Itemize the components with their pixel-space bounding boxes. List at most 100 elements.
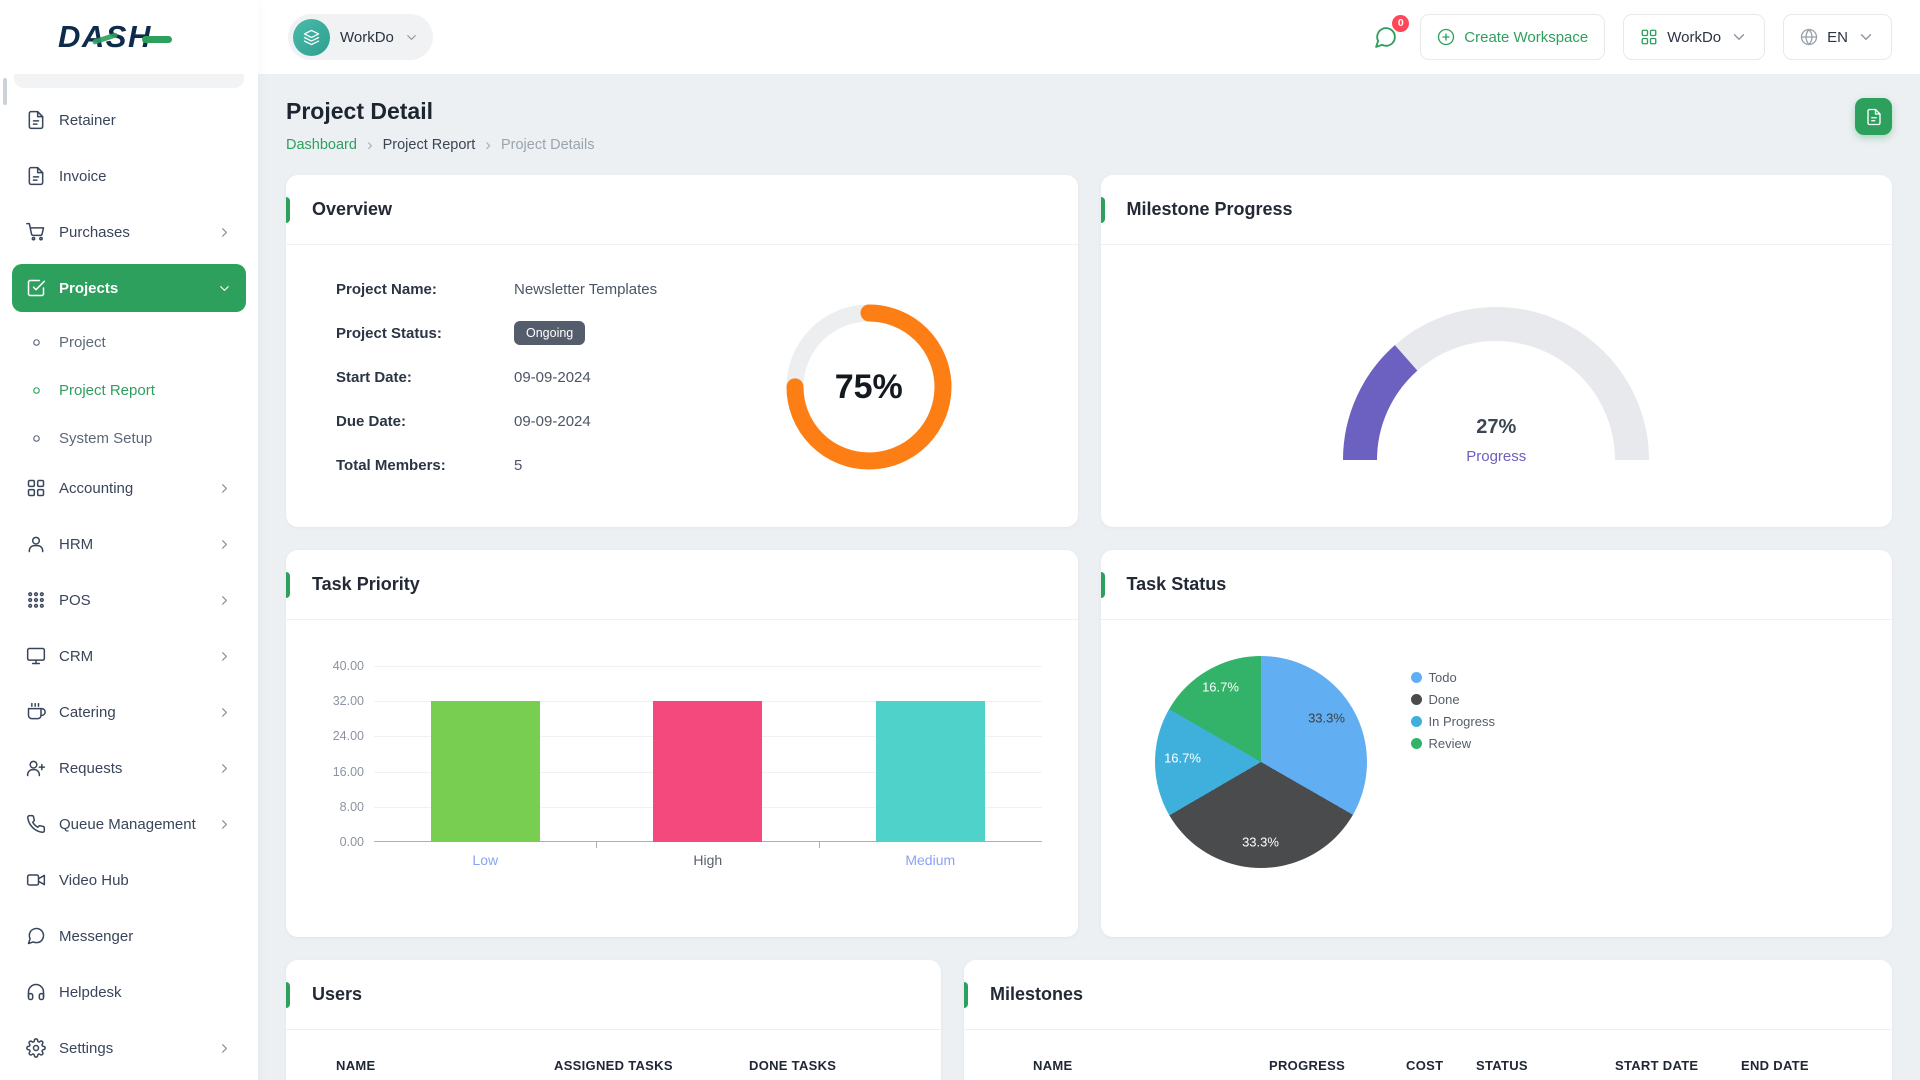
card-task-priority: Task Priority 40.00 32.00 24.00 16.00 8.… bbox=[286, 550, 1078, 937]
milestones-table: NAME PROGRESS COST STATUS START DATE END… bbox=[964, 1030, 1892, 1080]
card-users-header: Users bbox=[286, 960, 941, 1030]
sidebar-item-accounting[interactable]: Accounting bbox=[12, 464, 246, 512]
card-task-status: Task Status 33.3% 33.3% 16.7% 16.7% Todo… bbox=[1100, 550, 1892, 937]
column-header-status: STATUS bbox=[1476, 1058, 1528, 1073]
export-report-button[interactable] bbox=[1855, 98, 1892, 135]
sidebar-item-requests[interactable]: Requests bbox=[12, 744, 246, 792]
language-selector[interactable]: EN bbox=[1783, 14, 1892, 60]
sidebar-item-purchases[interactable]: Purchases bbox=[12, 208, 246, 256]
breadcrumb-separator: › bbox=[366, 135, 373, 154]
priority-bar bbox=[875, 701, 985, 842]
hrm-icon bbox=[26, 534, 46, 554]
sidebar-item-invoice[interactable]: Invoice bbox=[12, 152, 246, 200]
sidebar-item-projects[interactable]: Projects bbox=[12, 264, 246, 312]
sidebar-item-queue-management[interactable]: Queue Management bbox=[12, 800, 246, 848]
column-header-progress: PROGRESS bbox=[1269, 1058, 1346, 1073]
legend-dot bbox=[1410, 716, 1422, 727]
cards-row-2: Task Priority 40.00 32.00 24.00 16.00 8.… bbox=[286, 550, 1892, 937]
sidebar-item-label: Settings bbox=[59, 1039, 114, 1057]
page-head: Project Detail Dashboard › Project Repor… bbox=[286, 98, 1892, 153]
sidebar-item-hrm[interactable]: HRM bbox=[12, 520, 246, 568]
card-milestones: Milestones NAME PROGRESS COST STATUS STA… bbox=[964, 960, 1892, 1080]
chevron-down-icon bbox=[404, 30, 419, 45]
chevron-down-icon bbox=[1857, 28, 1875, 46]
messages-button[interactable]: 0 bbox=[1369, 14, 1410, 54]
field-label: Project Status: bbox=[336, 324, 442, 342]
sidebar-item-video-hub[interactable]: Video Hub bbox=[12, 856, 246, 904]
breadcrumb: Dashboard › Project Report › Project Det… bbox=[286, 136, 594, 153]
chevron-right-icon bbox=[217, 593, 232, 608]
sidebar-item-label: System Setup bbox=[59, 429, 153, 447]
field-project-name: Project Name: Newsletter Templates bbox=[336, 277, 686, 301]
card-milestone-progress: Milestone Progress 27% Progress bbox=[1100, 175, 1892, 527]
sidebar-subitem-project-report[interactable]: Project Report bbox=[12, 368, 246, 412]
sidebar-subitem-project[interactable]: Project bbox=[12, 320, 246, 364]
priority-bar bbox=[430, 701, 540, 842]
column-header-name: NAME bbox=[336, 1058, 376, 1073]
sidebar-item-label: Invoice bbox=[59, 167, 107, 185]
field-label: Start Date: bbox=[336, 368, 412, 386]
breadcrumb-project-report-link[interactable]: Project Report bbox=[382, 136, 476, 153]
pie-slice-label: 16.7% bbox=[1164, 750, 1201, 766]
requests-icon bbox=[26, 758, 46, 778]
legend-dot bbox=[1410, 694, 1422, 705]
breadcrumb-dashboard-link[interactable]: Dashboard bbox=[286, 136, 357, 153]
sidebar-item-retainer[interactable]: Retainer bbox=[12, 96, 246, 144]
plus-circle-icon bbox=[1437, 28, 1455, 46]
sidebar-nav: Retainer Invoice Purchases Projects Proj… bbox=[0, 74, 258, 1072]
messages-badge: 0 bbox=[1392, 14, 1410, 32]
sidebar-item-settings[interactable]: Settings bbox=[12, 1024, 246, 1072]
sidebar-item-catering[interactable]: Catering bbox=[12, 688, 246, 736]
chevron-right-icon bbox=[217, 1041, 232, 1056]
overview-progress-value: 75% bbox=[834, 367, 903, 406]
sidebar-item-messenger[interactable]: Messenger bbox=[12, 912, 246, 960]
pie-slice-label: 16.7% bbox=[1202, 679, 1239, 695]
page-content: Project Detail Dashboard › Project Repor… bbox=[258, 74, 1920, 1080]
breadcrumb-current: Project Details bbox=[500, 136, 595, 153]
sidebar-item-crm[interactable]: CRM bbox=[12, 632, 246, 680]
sidebar-item-label: POS bbox=[59, 591, 91, 609]
field-label: Due Date: bbox=[336, 412, 407, 430]
field-due-date: Due Date: 09-09-2024 bbox=[336, 409, 686, 433]
chevron-right-icon bbox=[217, 817, 232, 832]
pie-slice-label: 33.3% bbox=[1242, 834, 1279, 850]
card-task-priority-header: Task Priority bbox=[286, 550, 1078, 620]
workspace-avatar bbox=[293, 18, 330, 56]
pie-legend: Todo Done In Progress Review bbox=[1410, 670, 1495, 868]
cards-row-1: Overview Project Name: Newsletter Templa… bbox=[286, 175, 1892, 527]
users-table-header-row: NAME ASSIGNED TASKS DONE TASKS bbox=[286, 1030, 941, 1080]
sidebar-item-label: Projects bbox=[59, 279, 119, 297]
sidebar: DASH Retainer Invoice Purchases bbox=[0, 0, 258, 1080]
sidebar-item-pos[interactable]: POS bbox=[12, 576, 246, 624]
column-header-start-date: START DATE bbox=[1615, 1058, 1699, 1073]
app-logo[interactable]: DASH bbox=[58, 19, 172, 55]
sidebar-item-helpdesk[interactable]: Helpdesk bbox=[12, 968, 246, 1016]
sidebar-item-label: HRM bbox=[59, 535, 94, 553]
queue-management-icon bbox=[26, 814, 46, 834]
field-value: 09-09-2024 bbox=[514, 412, 591, 430]
sidebar-item-label: Queue Management bbox=[59, 815, 196, 833]
sidebar-item-partial[interactable] bbox=[14, 74, 244, 88]
milestone-gauge-label: Progress bbox=[1466, 448, 1527, 465]
layers-icon bbox=[303, 29, 320, 46]
users-table: NAME ASSIGNED TASKS DONE TASKS bbox=[286, 1030, 941, 1080]
legend-dot bbox=[1410, 738, 1422, 749]
sidebar-item-label: Helpdesk bbox=[59, 983, 122, 1001]
topbar: WorkDo 0 Create Workspace WorkDo bbox=[258, 0, 1920, 74]
sidebar-scrollbar[interactable] bbox=[3, 78, 7, 105]
brand-area: DASH bbox=[0, 0, 258, 74]
projects-icon bbox=[26, 278, 46, 298]
language-label: EN bbox=[1827, 28, 1848, 46]
sidebar-subitem-system-setup[interactable]: System Setup bbox=[12, 416, 246, 460]
sidebar-item-label: Project bbox=[59, 333, 106, 351]
chevron-right-icon bbox=[217, 705, 232, 720]
workspace-selector[interactable]: WorkDo bbox=[288, 14, 433, 60]
create-workspace-button[interactable]: Create Workspace bbox=[1420, 14, 1606, 60]
workspace-menu-button[interactable]: WorkDo bbox=[1623, 14, 1766, 60]
x-label-high: High bbox=[693, 852, 723, 868]
sidebar-item-label: Video Hub bbox=[59, 871, 129, 889]
workspace-menu-label: WorkDo bbox=[1667, 28, 1722, 46]
overview-body: Project Name: Newsletter Templates Proje… bbox=[286, 245, 1078, 517]
field-total-members: Total Members: 5 bbox=[336, 453, 686, 477]
bar-chart-plot-area bbox=[374, 666, 1042, 848]
